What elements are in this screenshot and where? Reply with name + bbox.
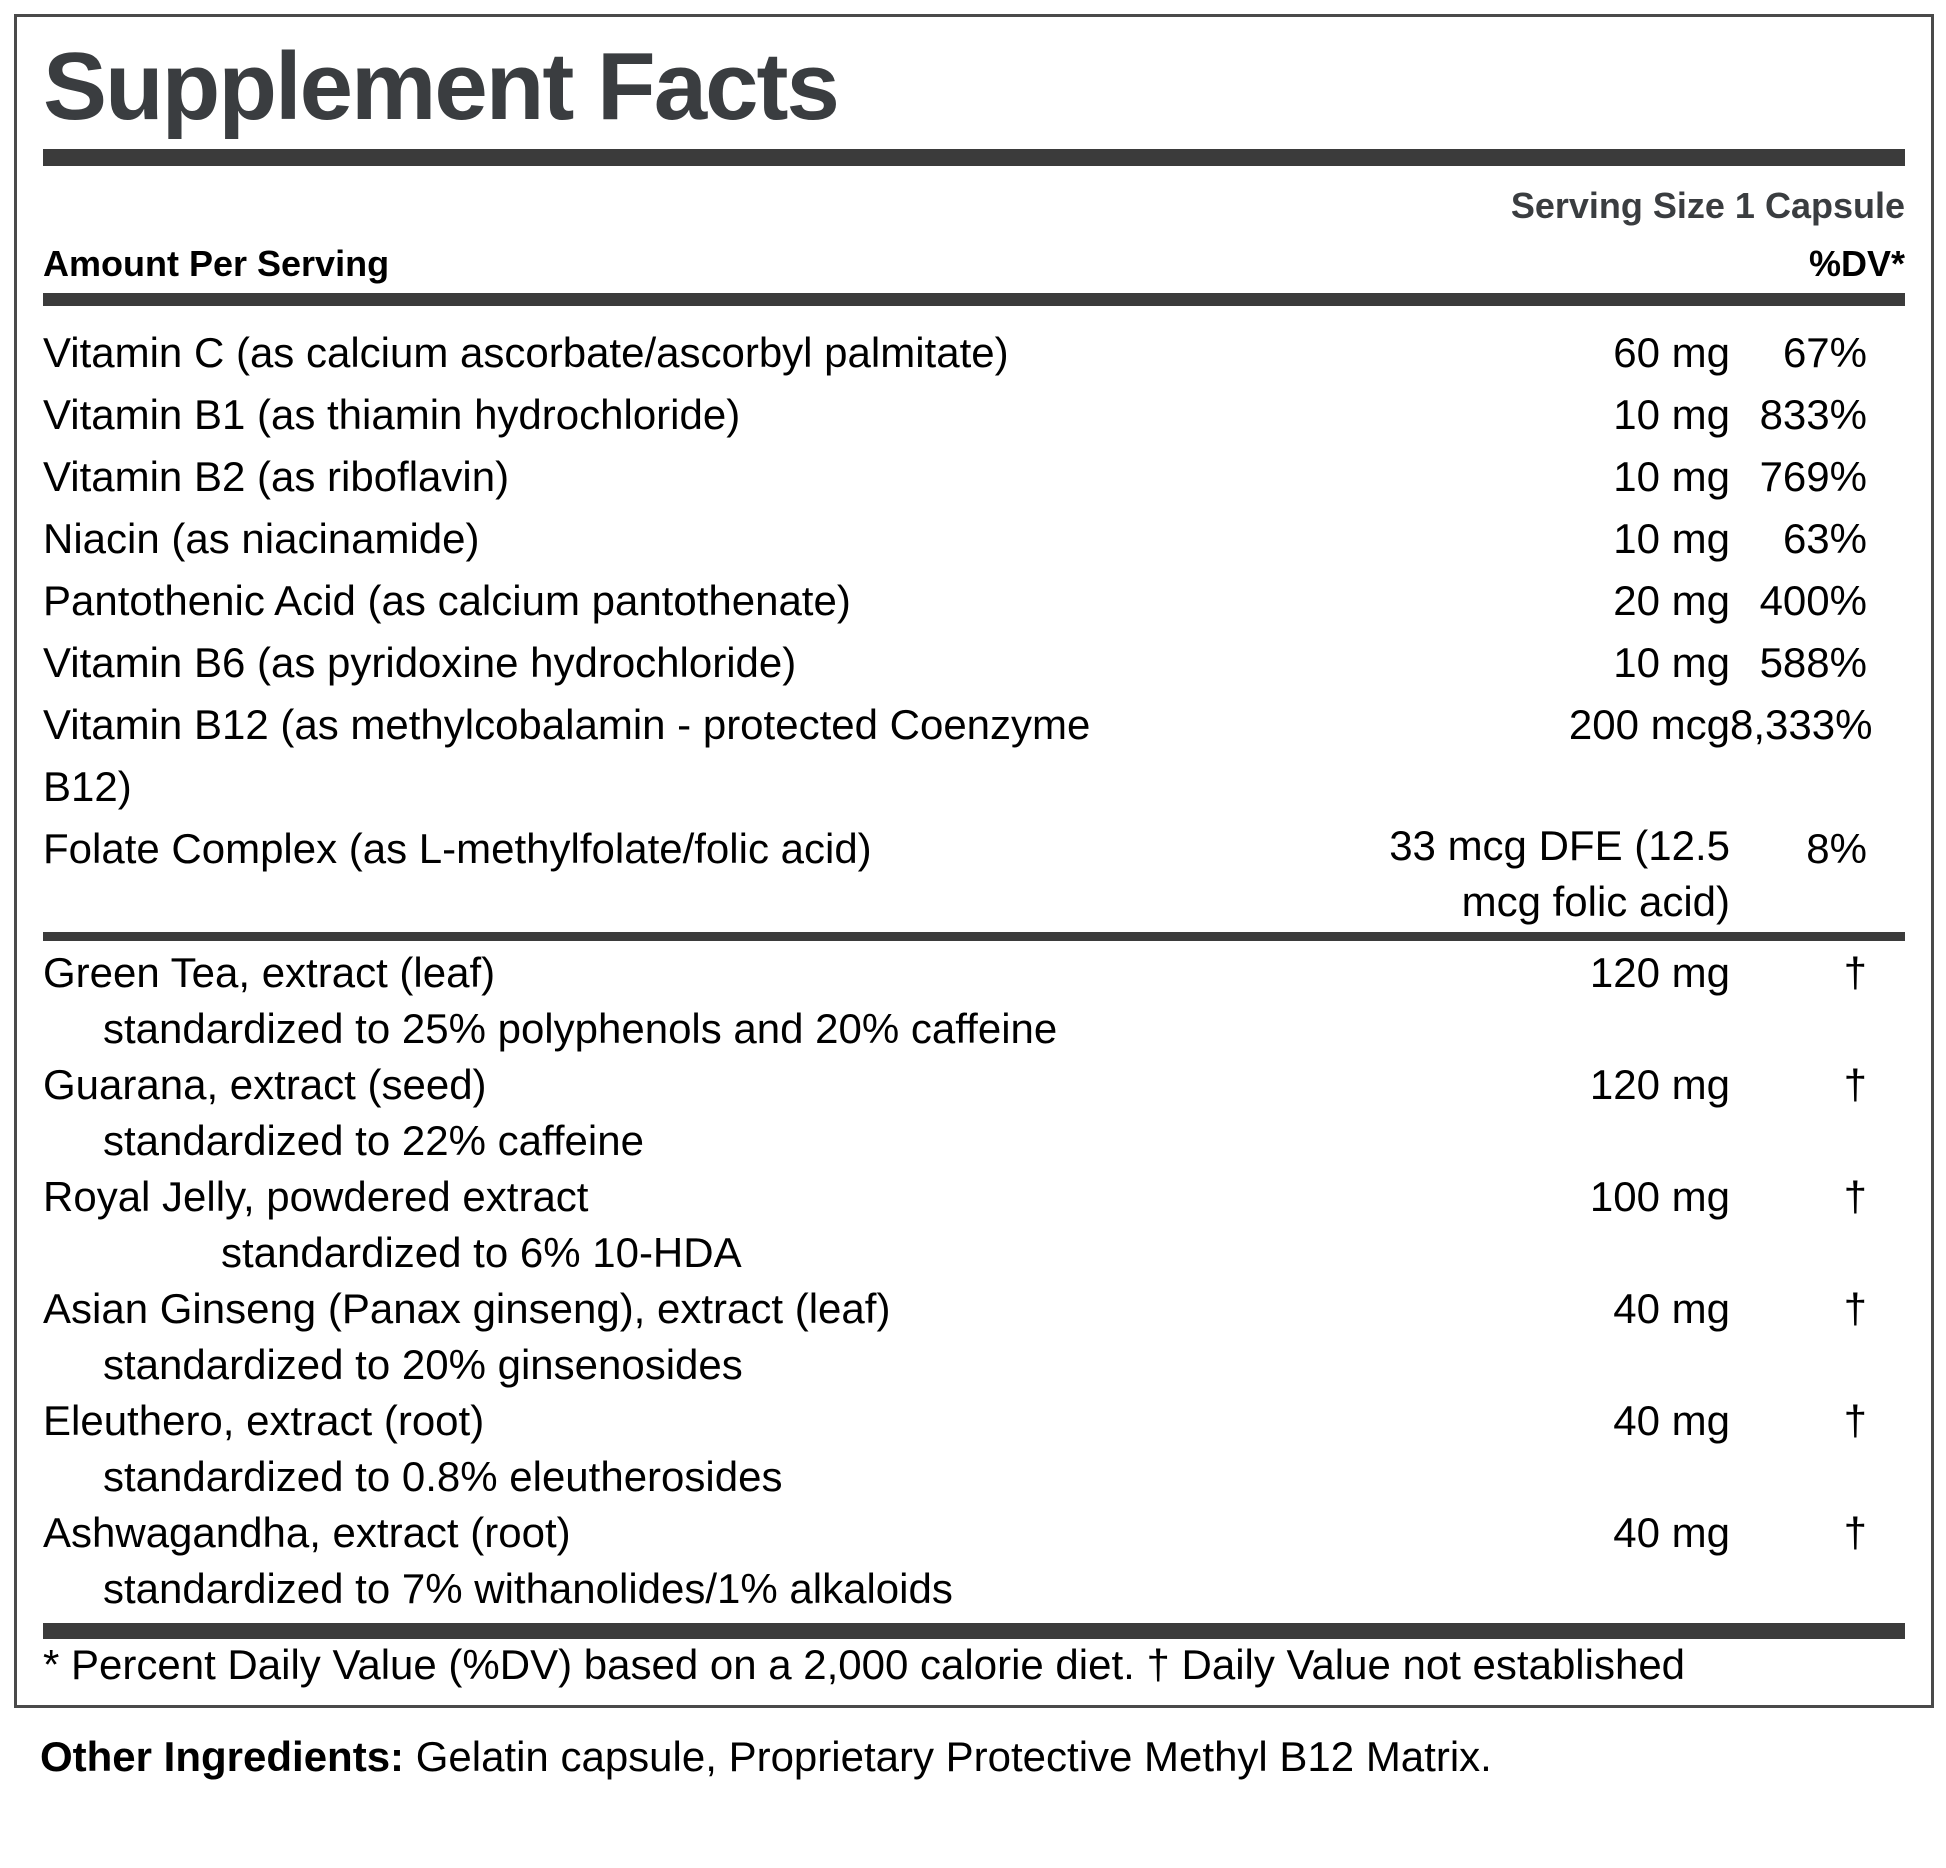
vitamin-rows-section: Vitamin C (as calcium ascorbate/ascorbyl… <box>43 322 1905 930</box>
ingredient-dv: 67% <box>1782 329 1867 376</box>
panel-title: Supplement Facts <box>43 33 840 140</box>
ingredient-amount: 120 mg <box>1589 949 1730 996</box>
supplement-row: Asian Ginseng (Panax ginseng), extract (… <box>43 1281 1905 1337</box>
supplement-row: Vitamin B1 (as thiamin hydrochloride) 10 … <box>43 384 1905 446</box>
ingredient-dv: † <box>1843 1173 1867 1220</box>
supplement-row: Vitamin B12 (as methylcobalamin - protec… <box>43 694 1905 818</box>
supplement-row: Niacin (as niacinamide) 10 mg 63% <box>43 508 1905 570</box>
ingredient-standardization: standardized to 6% 10-HDA <box>221 1229 742 1276</box>
ingredient-amount: 40 mg <box>1613 1285 1730 1332</box>
ingredient-dv: 63% <box>1782 515 1867 562</box>
ingredient-name: Ashwagandha, extract (root) <box>43 1509 571 1556</box>
daily-value-footnote: * Percent Daily Value (%DV) based on a 2… <box>43 1641 1686 1688</box>
supplement-row: Vitamin C (as calcium ascorbate/ascorbyl… <box>43 322 1905 384</box>
other-ingredients-text: Gelatin capsule, Proprietary Protective … <box>404 1733 1492 1780</box>
ingredient-dv: 8,333% <box>1730 701 1873 748</box>
section-divider-bar <box>43 932 1905 941</box>
other-ingredients-line: Other Ingredients: Gelatin capsule, Prop… <box>40 1734 1946 1780</box>
ingredient-name: Vitamin C (as calcium ascorbate/ascorbyl… <box>43 329 1009 376</box>
supplement-row: Green Tea, extract (leaf) 120 mg † <box>43 945 1905 1001</box>
ingredient-amount: 10 mg <box>1613 515 1730 562</box>
ingredient-dv: 769% <box>1759 453 1867 500</box>
ingredient-amount: 40 mg <box>1613 1397 1730 1444</box>
ingredient-amount: 20 mg <box>1613 577 1730 624</box>
ingredient-name: Pantothenic Acid (as calcium pantothenat… <box>43 577 851 624</box>
ingredient-standardization: standardized to 7% withanolides/1% alkal… <box>103 1565 953 1612</box>
ingredient-amount: 200 mcg <box>1568 701 1730 748</box>
serving-size: Serving Size 1 Capsule <box>1510 185 1905 226</box>
ingredient-name: Vitamin B2 (as riboflavin) <box>43 453 510 500</box>
ingredient-dv: † <box>1843 1285 1867 1332</box>
supplement-row: Folate Complex (as L-methylfolate/folic … <box>43 818 1905 930</box>
supplement-row: Pantothenic Acid (as calcium pantothenat… <box>43 570 1905 632</box>
ingredient-dv: 8% <box>1806 825 1867 872</box>
ingredient-dv: † <box>1843 949 1867 996</box>
amount-per-serving-header: Amount Per Serving <box>43 243 390 284</box>
ingredient-dv: † <box>1843 1061 1867 1108</box>
ingredient-amount: 120 mg <box>1589 1061 1730 1108</box>
supplement-row: Royal Jelly, powdered extract 100 mg † <box>43 1169 1905 1225</box>
ingredient-name: Guarana, extract (seed) <box>43 1061 487 1108</box>
ingredient-dv: 588% <box>1759 639 1867 686</box>
header-divider-bar <box>43 293 1905 306</box>
ingredient-name: Royal Jelly, powdered extract <box>43 1173 589 1220</box>
ingredient-amount: 100 mg <box>1589 1173 1730 1220</box>
ingredient-dv: † <box>1843 1397 1867 1444</box>
supplement-row: Vitamin B6 (as pyridoxine hydrochloride)… <box>43 632 1905 694</box>
ingredient-standardization: standardized to 0.8% eleutherosides <box>103 1453 783 1500</box>
ingredient-amount: 10 mg <box>1613 639 1730 686</box>
percent-dv-header: %DV* <box>1808 243 1905 284</box>
supplement-row: Eleuthero, extract (root) 40 mg † <box>43 1393 1905 1449</box>
ingredient-dv: 833% <box>1759 391 1867 438</box>
ingredient-name: Vitamin B12 (as methylcobalamin - protec… <box>43 701 1091 810</box>
supplement-row: Vitamin B2 (as riboflavin) 10 mg 769% <box>43 446 1905 508</box>
ingredient-amount: 40 mg <box>1613 1509 1730 1556</box>
footnote-divider-bar <box>43 1623 1905 1639</box>
ingredient-name: Vitamin B6 (as pyridoxine hydrochloride) <box>43 639 797 686</box>
supplement-row: Guarana, extract (seed) 120 mg † <box>43 1057 1905 1113</box>
ingredient-dv: 400% <box>1759 577 1867 624</box>
ingredient-name: Eleuthero, extract (root) <box>43 1397 485 1444</box>
ingredient-name: Green Tea, extract (leaf) <box>43 949 496 996</box>
title-divider-bar <box>43 149 1905 166</box>
ingredient-amount: 60 mg <box>1613 329 1730 376</box>
supplement-facts-panel: Supplement Facts Serving Size 1 Capsule … <box>14 14 1934 1708</box>
ingredient-name: Vitamin B1 (as thiamin hydrochloride) <box>43 391 741 438</box>
column-header-row: Amount Per Serving %DV* <box>43 244 1905 284</box>
ingredient-amount: 10 mg <box>1613 391 1730 438</box>
ingredient-dv: † <box>1843 1509 1867 1556</box>
supplement-row: Ashwagandha, extract (root) 40 mg † <box>43 1505 1905 1561</box>
other-ingredients-label: Other Ingredients: <box>40 1733 405 1780</box>
herb-rows-section: Green Tea, extract (leaf) 120 mg † standard… <box>43 945 1905 1617</box>
ingredient-standardization: standardized to 22% caffeine <box>103 1117 644 1164</box>
ingredient-amount: 33 mcg DFE (12.5 mcg folic acid) <box>1389 822 1730 925</box>
ingredient-amount: 10 mg <box>1613 453 1730 500</box>
ingredient-standardization: standardized to 20% ginsenosides <box>103 1341 743 1388</box>
ingredient-name: Niacin (as niacinamide) <box>43 515 480 562</box>
ingredient-name: Asian Ginseng (Panax ginseng), extract (… <box>43 1285 891 1332</box>
ingredient-standardization: standardized to 25% polyphenols and 20% … <box>103 1005 1058 1052</box>
ingredient-name: Folate Complex (as L-methylfolate/folic … <box>43 825 872 872</box>
